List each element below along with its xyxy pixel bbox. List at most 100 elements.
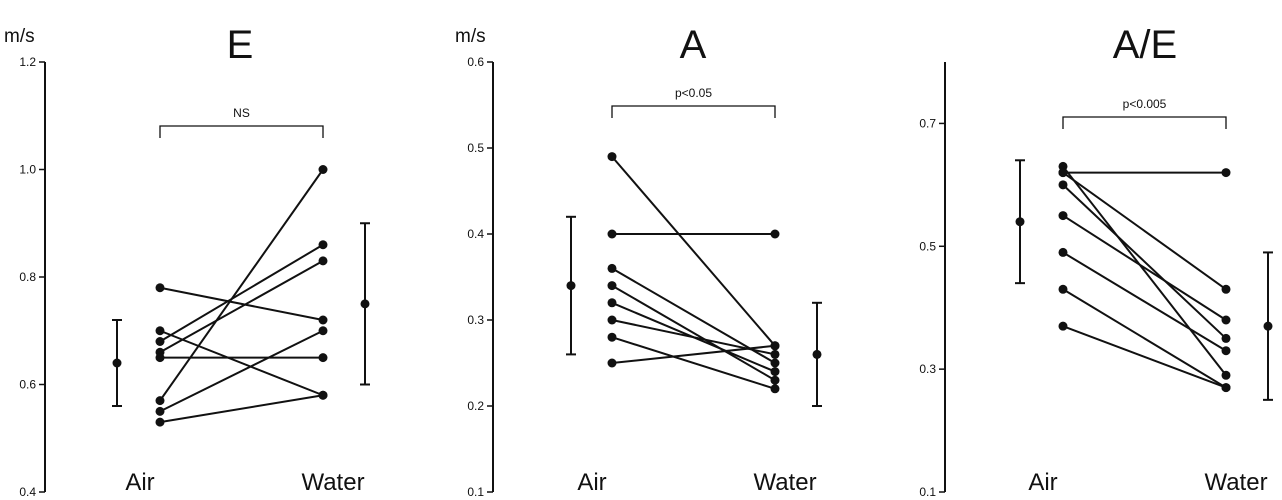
air-point [607, 152, 617, 162]
paired-line [159, 286, 324, 321]
paired-line [159, 329, 324, 397]
air-point [155, 353, 165, 363]
water-point [318, 165, 328, 174]
water-point [318, 326, 328, 336]
air-point [1058, 168, 1068, 178]
y-tick-label: 1.2 [19, 55, 36, 69]
water-point [318, 390, 328, 400]
significance-label: p<0.05 [675, 86, 712, 100]
paired-line [611, 267, 776, 364]
air-mean-point [566, 281, 576, 291]
air-point [607, 332, 617, 342]
paired-line [159, 243, 324, 343]
paired-line [1062, 165, 1227, 376]
paired-line [611, 336, 776, 390]
y-tick-label: 0.6 [19, 378, 36, 392]
water-point [1221, 315, 1231, 325]
water-point [318, 240, 328, 250]
air-point [1058, 211, 1068, 221]
water-point [1221, 333, 1231, 343]
y-tick-label: 0.5 [467, 141, 484, 155]
water-mean-point [360, 299, 370, 309]
air-point [1058, 284, 1068, 294]
water-label: Water [301, 469, 364, 496]
paired-line [1062, 288, 1227, 389]
air-mean-point [1015, 217, 1025, 227]
paired-line [159, 168, 324, 402]
paired-line [1062, 214, 1227, 321]
water-point [770, 229, 780, 239]
water-mean-point [1263, 321, 1273, 331]
air-point [607, 229, 617, 239]
paired-line [1062, 325, 1227, 389]
air-point [607, 358, 617, 368]
water-point [318, 315, 328, 325]
air-point [1058, 321, 1068, 331]
paired-line [159, 260, 324, 354]
y-tick-label: 0.8 [19, 270, 36, 284]
y-tick-label: 1.0 [19, 163, 36, 177]
air-point [155, 396, 165, 406]
unit-label: m/s [4, 26, 35, 47]
y-tick-label: 0.2 [467, 399, 484, 413]
y-tick-label: 0.3 [919, 362, 936, 376]
air-point [1058, 180, 1068, 190]
y-tick-label: 0.3 [467, 313, 484, 327]
air-point [1058, 247, 1068, 257]
air-point [607, 263, 617, 273]
paired-line [1062, 184, 1227, 340]
y-tick-label: 0.1 [467, 485, 484, 499]
paired-line [611, 155, 776, 347]
water-point [1221, 346, 1231, 356]
water-point [770, 384, 780, 394]
air-point [155, 326, 165, 336]
water-point [770, 367, 780, 377]
water-point [1221, 370, 1231, 380]
y-tick-label: 0.4 [19, 485, 36, 499]
chart-panel-1: Am/s 0.1 0.2 0.3 0.4 0.5 0.6 p<0.05 Air Water [455, 23, 822, 499]
panel-title: A/E [1113, 23, 1177, 67]
paired-line [159, 394, 324, 424]
chart-panel-2: A/E 0.1 0.3 0.5 0.7 p<0.005 Air Water [919, 23, 1273, 499]
paired-line [1062, 171, 1227, 291]
air-point [607, 315, 617, 325]
water-point [318, 353, 328, 363]
panel-title: A [680, 23, 707, 67]
air-point [155, 417, 165, 427]
air-point [155, 337, 165, 346]
air-label: Air [125, 469, 154, 496]
water-point [770, 358, 780, 368]
panel-title: E [227, 23, 254, 67]
y-tick-label: 0.7 [919, 116, 936, 130]
significance-label: NS [233, 106, 250, 120]
water-label: Water [753, 469, 816, 496]
significance-bracket [611, 105, 776, 118]
water-point [1221, 284, 1231, 294]
air-point [607, 298, 617, 308]
paired-line [611, 344, 776, 364]
water-point [1221, 383, 1231, 393]
paired-line [1062, 251, 1227, 352]
paired-line [159, 329, 324, 413]
significance-bracket [159, 125, 324, 138]
air-mean-point [112, 358, 122, 368]
air-label: Air [1028, 469, 1057, 496]
chart-panel-0: Em/s 0.4 0.6 0.8 1.0 1.2 NS Air Water [4, 23, 370, 499]
y-tick-label: 0.4 [467, 227, 484, 241]
y-tick-label: 0.6 [467, 55, 484, 69]
water-point [770, 375, 780, 385]
y-tick-label: 0.5 [919, 239, 936, 253]
air-label: Air [577, 469, 606, 496]
y-tick-label: 0.1 [919, 485, 936, 499]
unit-label: m/s [455, 26, 486, 47]
water-point [1221, 168, 1231, 178]
air-point [607, 281, 617, 291]
paired-line [611, 284, 776, 382]
water-label: Water [1204, 469, 1267, 496]
air-point [155, 283, 165, 293]
water-mean-point [812, 349, 822, 359]
water-point [770, 349, 780, 359]
significance-label: p<0.005 [1123, 97, 1167, 111]
air-point [155, 406, 165, 416]
